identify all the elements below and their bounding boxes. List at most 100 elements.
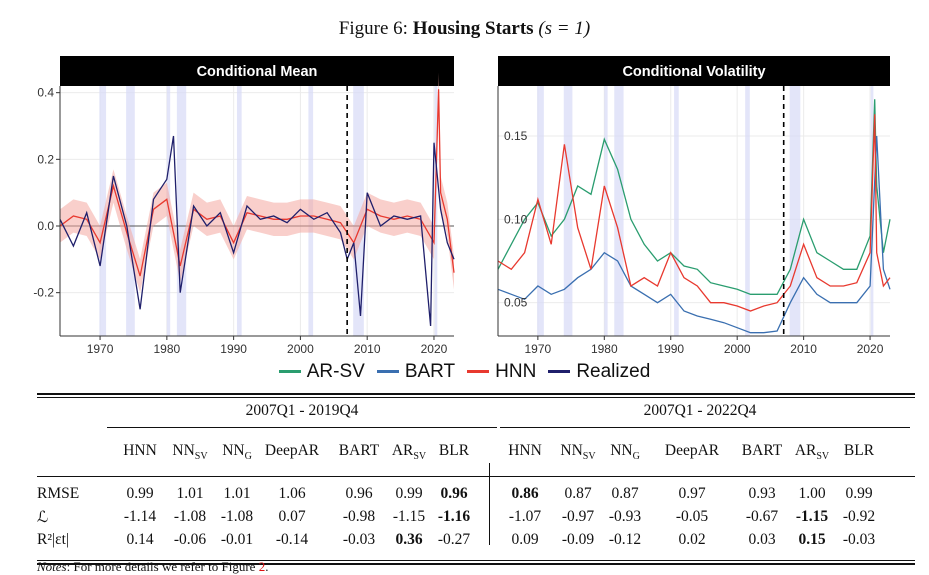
legend-item: BART [376,361,455,383]
table-cell: -0.27 [437,531,471,548]
table-cell: -0.98 [342,508,376,525]
y-tick-label: -0.2 [33,286,54,300]
column-header: ARSV [369,442,449,462]
recession-band [614,86,624,336]
table-cell: 1.06 [278,485,306,502]
column-header-row: HNN HNN NNSV NNSV NNG NNG DeepAR DeepAR BART BART… [37,442,915,468]
table-row: ℒ -1.14 -1.08 -1.08 0.07 -0.98 -1.15 -1.16 -1.07… [37,508,915,531]
table-cell: 0.03 [748,531,776,548]
notes: Notes: For more details we refer to Figu… [37,559,268,575]
table-vertical-separator [489,463,490,545]
column-header-main: BLR [843,442,875,459]
table-cell: -0.92 [842,508,876,525]
column-header-main: NN [610,442,633,459]
x-tick-label: 1980 [591,342,618,356]
notes-text: : For more details we refer to Figure [66,559,259,574]
table-cell: -1.16 [437,508,471,525]
x-tick-label: 2020 [421,342,448,356]
table-cell: 0.99 [126,485,154,502]
panel-title-bar [498,56,890,86]
figure-caption: Figure 6: Housing Starts (s = 1) [0,18,929,40]
hnn-band [60,72,454,293]
group-line-1 [107,427,497,428]
table-cell: 0.87 [564,485,592,502]
y-tick-label: 0.0 [37,219,54,233]
legend-item: AR-SV [278,361,365,383]
column-header-sub: SV [194,451,208,463]
recession-band [674,86,679,336]
column-header: BLR [414,442,494,460]
table-top-rule [37,393,915,395]
legend-item: HNN [467,361,536,383]
table-cell: 0.99 [845,485,873,502]
table-cell: -0.67 [745,508,779,525]
table-cell: 0.14 [126,531,154,548]
table-row: RMSE 0.99 1.01 1.01 1.06 0.96 0.99 0.96 0.86 0.87… [37,485,915,508]
panel-title-bar [60,56,454,86]
charts-area: Conditional Mean 1970 1980 1990 2000 2010 2020… [33,56,891,356]
header-rule [37,476,915,477]
legend-swatch [278,370,301,374]
table-cell: 1.00 [798,485,826,502]
legend-label: Realized [576,361,651,382]
column-header-sub: SV [413,451,427,463]
table-cell: 1.01 [223,485,251,502]
column-header: BLR [819,442,899,460]
table-cell: 0.93 [748,485,776,502]
conditional-mean-chart: Conditional Mean 1970 1980 1990 2000 2010 2020… [33,56,455,356]
notes-label: Notes [37,559,67,574]
x-tick-label: 1980 [153,342,180,356]
legend-label: AR-SV [306,361,365,382]
recession-band [745,86,750,336]
table-cell: -0.12 [608,531,642,548]
table-cell: -0.06 [173,531,207,548]
column-header: BART [319,442,399,460]
table-cell: -0.03 [342,531,376,548]
y-tick-label: 0.4 [37,86,54,100]
series-line-hnn [497,114,891,312]
column-header-main: HNN [508,442,542,459]
recession-band [353,86,364,336]
table-cell: 0.36 [395,531,423,548]
table-cell: 0.97 [678,485,706,502]
column-header: DeepAR [652,442,732,460]
x-tick-label: 2020 [857,342,884,356]
table-cell: 0.87 [611,485,639,502]
column-header: HNN [100,442,180,460]
column-header: NNG [585,442,665,462]
column-header-sub: G [632,451,640,463]
table-bottom-rule [37,563,915,565]
table-cell: 0.09 [511,531,539,548]
caption-suffix: (s = 1) [533,18,591,39]
column-header-main: HNN [123,442,157,459]
series-line-ar-sv [497,99,891,295]
y-tick-label: 0.10 [504,212,528,226]
panel-title: Conditional Volatility [622,64,765,80]
series-line-realized [59,135,455,327]
x-tick-label: 1970 [525,342,552,356]
legend: AR-SV BART HNN Realized [0,361,929,383]
table-cell: 0.96 [345,485,373,502]
table-body: RMSE 0.99 1.01 1.01 1.06 0.96 0.99 0.96 0.86 0.87… [37,485,915,554]
table-cell: -1.15 [392,508,426,525]
y-tick-label: 0.2 [37,152,54,166]
caption-title: Housing Starts [412,18,534,39]
row-label: R²|εt| [37,531,70,548]
table-cell: 1.01 [176,485,204,502]
column-header-main: BART [741,442,783,459]
y-tick-label: 0.15 [504,129,528,143]
column-header-sub: SV [816,451,830,463]
recession-band [604,86,608,336]
column-header: NNSV [538,442,618,462]
notes-figure-ref[interactable]: 2 [258,559,266,574]
x-tick-label: 1990 [657,342,684,356]
table-top-rule-thin [37,397,915,398]
series-line-bart [497,135,891,334]
column-header: NNSV [150,442,230,462]
column-header: NNG [197,442,277,462]
column-header: HNN [485,442,565,460]
table-cell: 0.96 [440,485,468,502]
row-label: ℒ [37,509,49,526]
column-header-main: AR [794,442,817,459]
recession-band [126,86,135,336]
